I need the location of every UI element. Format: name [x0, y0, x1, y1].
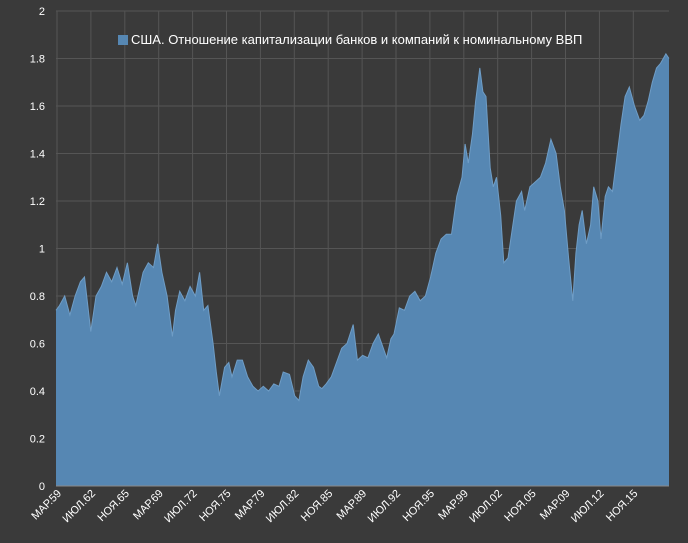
- y-tick-label: 1.8: [30, 54, 45, 66]
- x-tick-label: ИЮЛ.92: [366, 488, 404, 526]
- x-tick-label: НОЯ.75: [197, 488, 233, 524]
- x-tick-label: МАР.09: [538, 488, 573, 523]
- y-tick-label: 0.6: [30, 339, 45, 351]
- x-tick-label: МАР.59: [29, 488, 64, 523]
- x-tick-label: МАР.89: [335, 488, 370, 523]
- x-tick-label: НОЯ.05: [502, 488, 538, 524]
- y-tick-label: 1.4: [30, 149, 45, 161]
- x-tick-label: НОЯ.65: [96, 488, 132, 524]
- y-tick-label: 0: [39, 481, 45, 493]
- area-fill: [56, 53, 669, 487]
- y-tick-label: 1.6: [30, 101, 45, 113]
- legend-swatch: [118, 35, 128, 45]
- x-tick-label: НОЯ.15: [604, 488, 640, 524]
- y-tick-label: 1: [39, 244, 45, 256]
- x-tick-label: ИЮЛ.62: [61, 488, 99, 526]
- y-tick-label: 0.4: [30, 386, 45, 398]
- x-tick-label: ИЮЛ.72: [162, 488, 200, 526]
- area-edge-line: [55, 52, 670, 402]
- y-tick-label: 0.8: [30, 291, 45, 303]
- x-tick-label: МАР.69: [131, 488, 166, 523]
- area-series: [55, 52, 670, 487]
- legend-label: США. Отношение капитализации банков и ко…: [131, 32, 582, 47]
- legend: США. Отношение капитализации банков и ко…: [118, 32, 582, 47]
- x-tick-label: ИЮЛ.02: [467, 488, 505, 526]
- x-tick-label: НОЯ.85: [299, 488, 335, 524]
- y-tick-label: 1.2: [30, 196, 45, 208]
- x-tick-label: МАР.99: [436, 488, 471, 523]
- x-tick-label: МАР.79: [233, 488, 268, 523]
- x-tick-label: ИЮЛ.82: [264, 488, 302, 526]
- y-tick-label: 0.2: [30, 434, 45, 446]
- x-tick-label: НОЯ.95: [401, 488, 437, 524]
- x-tick-label: ИЮЛ.12: [569, 488, 607, 526]
- y-axis: 0 0.2 0.4 0.6 0.8 1 1.2 1.4 1.6 1.8 2: [30, 6, 45, 493]
- y-tick-label: 2: [39, 6, 45, 18]
